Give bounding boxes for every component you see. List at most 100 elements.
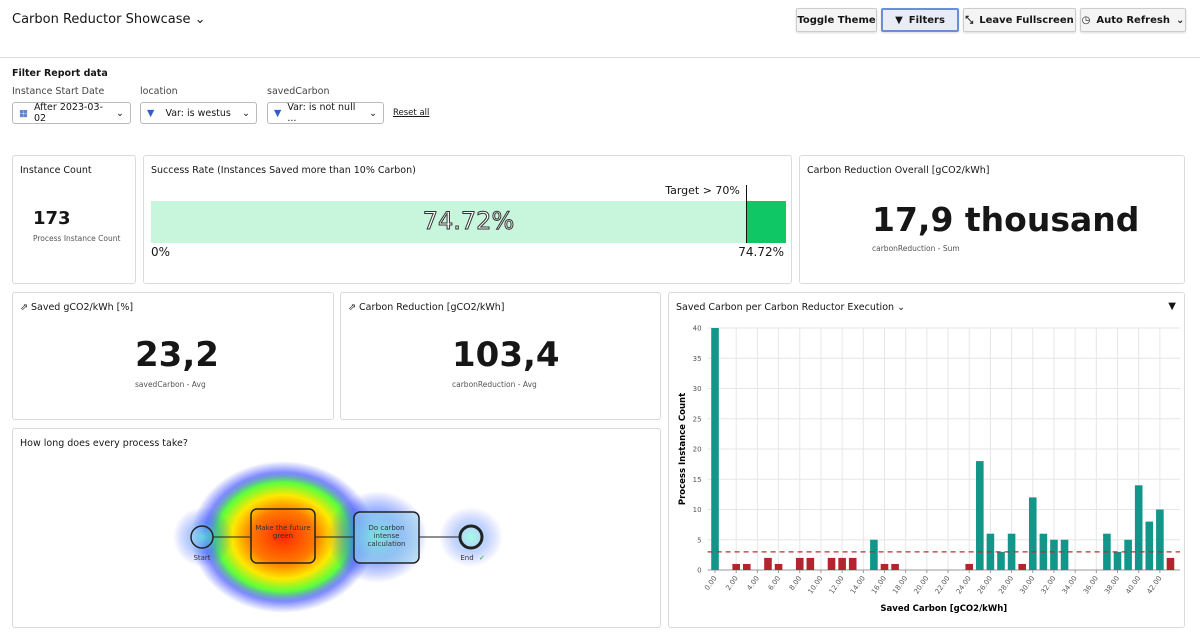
x-tick-label: 8.00 — [788, 575, 803, 592]
y-tick-label: 5 — [697, 536, 701, 544]
bar — [806, 557, 815, 570]
kpi-value: 173 — [33, 208, 71, 229]
x-tick-label: 14.00 — [849, 575, 867, 596]
node-label-box: Do carbon intense calculation — [367, 524, 406, 548]
x-tick-label: 6.00 — [767, 575, 782, 592]
x-tick-label: 12.00 — [828, 575, 846, 596]
x-tick-label: 18.00 — [891, 575, 909, 596]
card-title: How long does every process take? — [20, 438, 188, 449]
node-label: Do carbon intense calculation — [367, 524, 406, 548]
kpi-caption: savedCarbon - Avg — [135, 380, 206, 389]
title-text: Saved Carbon per Carbon Reductor Executi… — [676, 302, 895, 313]
bar — [827, 557, 836, 570]
bar — [1050, 539, 1058, 570]
x-tick-label: 16.00 — [870, 575, 888, 596]
bar — [711, 328, 719, 570]
y-tick-label: 15 — [693, 476, 702, 484]
check-icon: ✓ — [479, 554, 485, 562]
axis-min-label: 0% — [151, 245, 171, 259]
card-title: ⇗ Saved gCO2/kWh [%] — [20, 302, 134, 313]
dropdown-value: After 2023-03-02 — [33, 102, 103, 124]
y-tick-label: 25 — [693, 415, 702, 423]
y-tick-label: 35 — [693, 355, 702, 363]
dropdown[interactable]: ▦ After 2023-03-02 ⌄ — [12, 102, 131, 124]
bar — [1124, 539, 1132, 570]
button-label: Filters — [908, 14, 945, 26]
bar — [976, 461, 984, 570]
kpi-card: ⇗ Carbon Reduction [gCO2/kWh] 103,4 carb… — [340, 292, 661, 420]
title-text: Carbon Reductor Showcase — [12, 12, 191, 27]
dashboard-title[interactable]: Carbon Reductor Showcase ⌄ — [12, 12, 206, 27]
x-tick-label: 4.00 — [746, 575, 761, 592]
kpi-card: Instance Count 173 Process Instance Coun… — [12, 155, 136, 284]
x-tick-label: 28.00 — [997, 575, 1015, 596]
bar — [870, 539, 878, 570]
x-tick-label: 26.00 — [976, 575, 994, 596]
bar — [965, 563, 974, 570]
end-event — [458, 524, 484, 550]
node-label-box: Make the future green — [255, 524, 311, 540]
chart-title[interactable]: Saved Carbon per Carbon Reductor Executi… — [676, 302, 906, 313]
button[interactable]: ◷ Auto Refresh ⌄ — [1080, 8, 1186, 32]
bar — [1166, 557, 1175, 570]
y-tick-label: 30 — [693, 385, 702, 393]
button[interactable]: ▼ Filters — [881, 8, 959, 32]
dropdown[interactable]: ▼ Var: is westus ⌄ — [140, 102, 257, 124]
filter-icon[interactable]: ▼ — [1168, 301, 1176, 312]
heat-blob — [439, 507, 503, 567]
title-text: Saved gCO2/kWh [%] — [30, 302, 134, 313]
x-tick-label: 34.00 — [1061, 575, 1079, 596]
filter-label: Instance Start Date — [12, 86, 105, 97]
kpi-caption: carbonReduction - Avg — [452, 380, 537, 389]
y-tick-label: 40 — [693, 325, 702, 333]
bar — [880, 563, 889, 570]
x-tick-label: 0.00 — [703, 575, 718, 592]
button[interactable]: ⤡ Leave Fullscreen — [963, 8, 1076, 32]
x-tick-label: 40.00 — [1124, 575, 1142, 596]
bar — [1007, 533, 1016, 570]
x-tick-label: 38.00 — [1103, 575, 1121, 596]
dropdown-value: Var: is not null ... — [287, 102, 356, 124]
x-tick-label: 36.00 — [1082, 575, 1100, 596]
x-tick-label: 20.00 — [912, 575, 930, 596]
title-text: Carbon Reduction [gCO2/kWh] — [358, 302, 505, 313]
bar — [1156, 509, 1164, 570]
kpi-value: 17,9 thousand — [872, 200, 1140, 239]
process-card: How long does every process take? Start … — [12, 428, 661, 628]
x-tick-label: 22.00 — [934, 575, 952, 596]
bar — [774, 563, 783, 570]
heat-blob — [173, 507, 233, 567]
bar — [1018, 563, 1026, 570]
y-tick-label: 0 — [697, 567, 701, 575]
kpi-card: Carbon Reduction Overall [gCO2/kWh] 17,9… — [799, 155, 1185, 284]
bar — [1060, 539, 1069, 570]
bar — [838, 557, 846, 570]
dropdown[interactable]: ▼ Var: is not null ... ⌄ — [267, 102, 384, 124]
bar — [795, 557, 804, 570]
bar — [1113, 551, 1122, 570]
card-title: Success Rate (Instances Saved more than … — [151, 165, 416, 176]
y-tick-label: 20 — [693, 446, 702, 454]
chart-card: Saved Carbon per Carbon Reductor Executi… — [668, 292, 1185, 628]
heat-blob — [191, 461, 375, 613]
x-axis-label: Saved Carbon [gCO2/kWh] — [880, 604, 1007, 614]
button[interactable]: Toggle Theme — [796, 8, 877, 32]
bar — [997, 551, 1005, 570]
chart: 0 5 10 15 20 25 30 35 40 0.00 2.00 4.00 6.00 8.00 10.0… — [678, 325, 1180, 614]
bar — [1145, 521, 1154, 570]
x-tick-label: 24.00 — [955, 575, 973, 596]
node-label: Start — [193, 554, 210, 562]
x-tick-label: 10.00 — [807, 575, 825, 596]
top-bar: Carbon Reductor Showcase ⌄ Toggle Theme … — [0, 0, 1200, 58]
bar — [1134, 485, 1143, 570]
bar — [742, 563, 751, 570]
button-label: Auto Refresh — [1096, 14, 1170, 26]
progress-value: 74.72% — [422, 207, 515, 236]
bar — [764, 557, 772, 570]
x-tick-label: 42.00 — [1145, 575, 1163, 596]
filter-title: Filter Report data — [12, 68, 108, 79]
axis-max-label: 74.72% — [738, 245, 784, 259]
filter-label: location — [140, 86, 178, 97]
reset-link[interactable]: Reset all — [393, 108, 430, 118]
y-tick-label: 10 — [693, 506, 702, 514]
